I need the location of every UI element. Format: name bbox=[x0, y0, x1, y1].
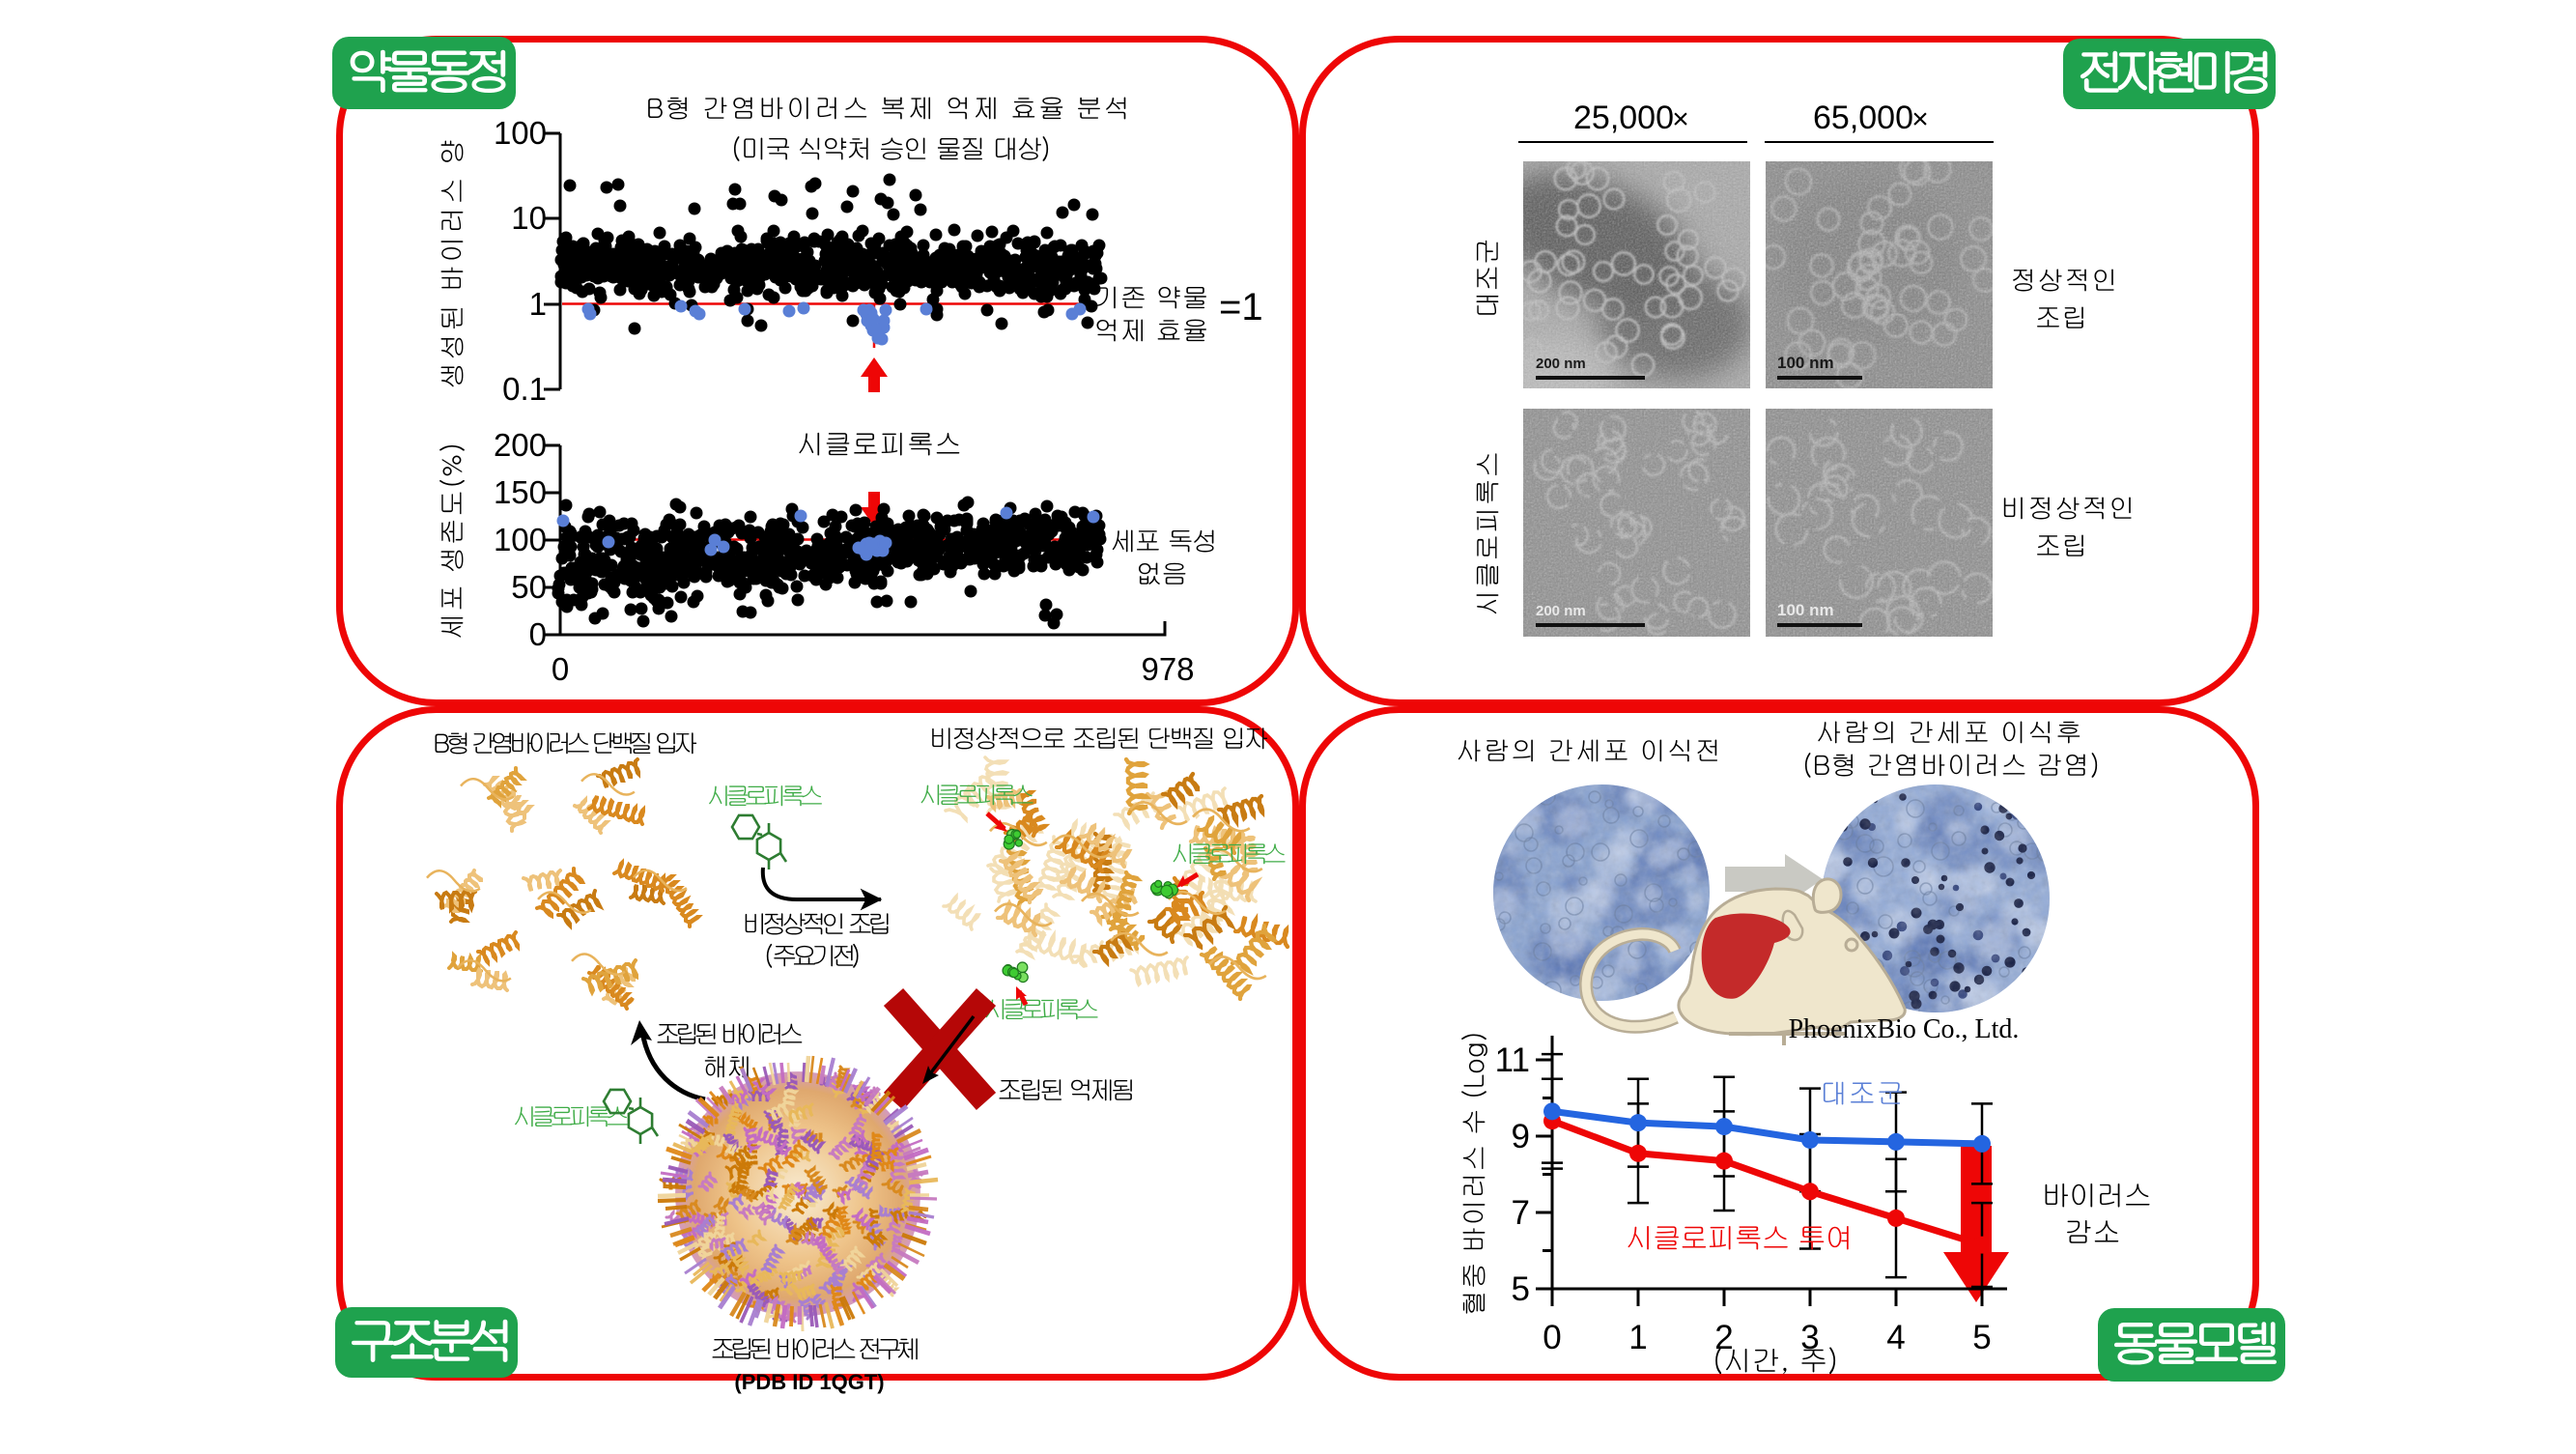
svg-text:3: 3 bbox=[1800, 1319, 1819, 1356]
svg-text:11: 11 bbox=[1495, 1041, 1530, 1079]
svg-text:5: 5 bbox=[1972, 1319, 1991, 1356]
svg-text:100: 100 bbox=[494, 115, 547, 151]
svg-text:×: × bbox=[1911, 103, 1929, 135]
svg-text:0: 0 bbox=[529, 616, 547, 652]
svg-text:978: 978 bbox=[1141, 651, 1194, 687]
svg-text:150: 150 bbox=[494, 474, 547, 510]
svg-text:10: 10 bbox=[511, 200, 547, 236]
svg-text:1: 1 bbox=[529, 286, 547, 322]
svg-text:5: 5 bbox=[1512, 1270, 1530, 1308]
svg-text:1: 1 bbox=[1628, 1319, 1647, 1356]
svg-text:100 nm: 100 nm bbox=[1777, 354, 1834, 372]
svg-text:7: 7 bbox=[1512, 1194, 1530, 1232]
svg-text:2: 2 bbox=[1714, 1319, 1733, 1356]
svg-text:50: 50 bbox=[511, 569, 547, 605]
svg-text:200 nm: 200 nm bbox=[1536, 356, 1586, 372]
svg-text:×: × bbox=[1672, 103, 1689, 135]
svg-text:65,000: 65,000 bbox=[1813, 100, 1913, 136]
svg-text:100: 100 bbox=[494, 522, 547, 557]
svg-text:200 nm: 200 nm bbox=[1536, 603, 1586, 619]
svg-text:0: 0 bbox=[1543, 1319, 1561, 1356]
svg-text:PhoenixBio Co., Ltd.: PhoenixBio Co., Ltd. bbox=[1789, 1014, 2020, 1044]
svg-text:100 nm: 100 nm bbox=[1777, 601, 1834, 619]
svg-text:4: 4 bbox=[1886, 1319, 1905, 1356]
svg-text:(PDB ID 1QGT): (PDB ID 1QGT) bbox=[734, 1370, 884, 1394]
svg-text:0.1: 0.1 bbox=[502, 371, 547, 407]
svg-text:=1: =1 bbox=[1219, 286, 1263, 328]
svg-text:0: 0 bbox=[552, 651, 569, 687]
svg-text:25,000: 25,000 bbox=[1573, 100, 1674, 136]
svg-text:200: 200 bbox=[494, 427, 547, 463]
svg-text:9: 9 bbox=[1512, 1118, 1530, 1155]
